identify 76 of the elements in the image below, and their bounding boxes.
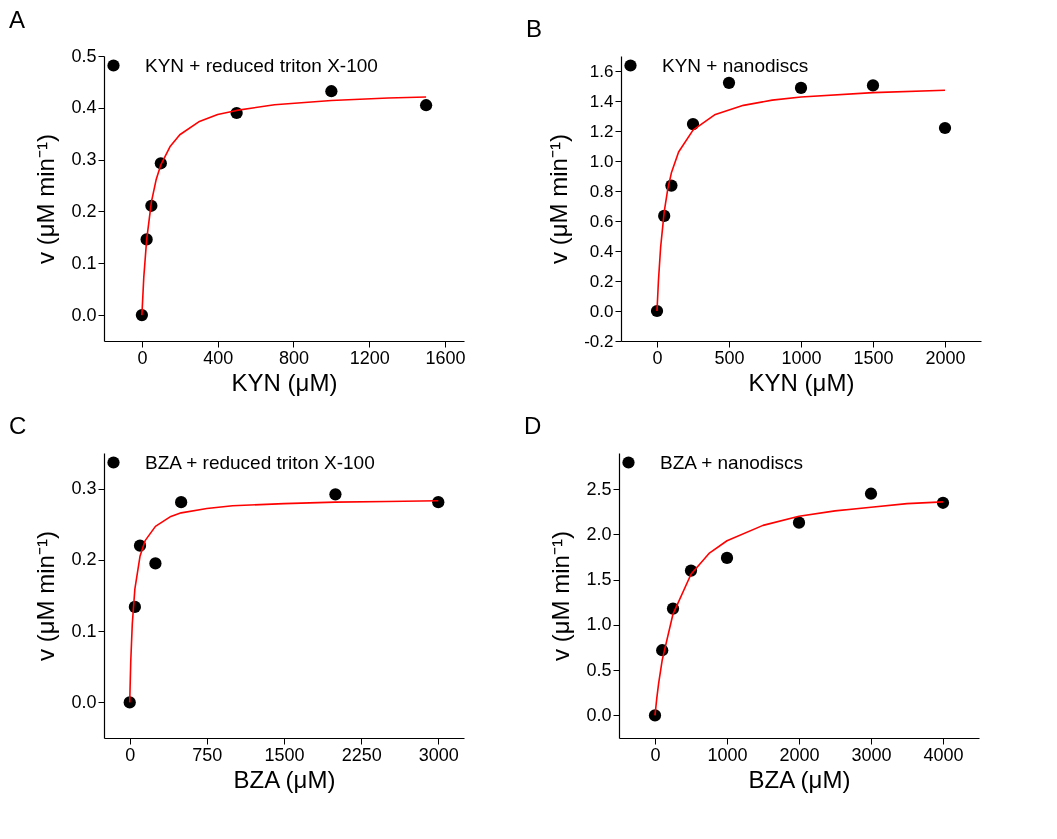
x-tick-label: 2000 <box>925 347 966 368</box>
y-tick-label: 0.0 <box>71 691 97 712</box>
y-axis-title: v (μM min⁻¹) <box>545 134 573 264</box>
y-tick-label: 0.0 <box>589 301 614 321</box>
point <box>866 79 880 92</box>
x-axis-title: KYN (μM) <box>748 368 855 396</box>
y-tick-label: 2.5 <box>586 478 612 499</box>
x-tick-label: 2250 <box>341 744 382 765</box>
y-tick-label: 1.5 <box>586 569 612 590</box>
point <box>419 99 433 112</box>
legend-label: BZA + nanodiscs <box>660 451 804 473</box>
point <box>722 76 736 89</box>
y-tick-label: 0.2 <box>71 200 97 221</box>
y-tick-label: 1.4 <box>589 91 614 111</box>
y-tick-label: 0.3 <box>71 149 97 170</box>
y-tick-label: 2.0 <box>586 523 612 544</box>
x-tick-label: 1500 <box>264 744 305 765</box>
legend-label: KYN + nanodiscs <box>662 54 809 76</box>
x-tick-label: 1500 <box>853 347 894 368</box>
point <box>432 496 445 509</box>
chart-title: D <box>524 412 542 439</box>
x-tick-label: 1600 <box>425 347 466 368</box>
y-tick-label: 0.3 <box>71 478 97 499</box>
y-tick-label: 1.0 <box>589 151 614 171</box>
y-axis-title: v (μM min⁻¹) <box>547 531 575 661</box>
point <box>938 121 952 135</box>
x-tick-label: 0 <box>125 744 136 765</box>
y-tick-label: 0.2 <box>71 549 97 570</box>
x-axis-title: BZA (μM) <box>233 765 336 793</box>
point <box>792 516 806 529</box>
y-tick-label: 0.8 <box>589 181 614 201</box>
x-tick-label: 2000 <box>779 744 820 765</box>
point <box>329 488 342 501</box>
y-tick-label: -0.2 <box>584 331 614 351</box>
chart-title: B <box>526 15 543 42</box>
legend-label: KYN + reduced triton X-100 <box>145 54 378 76</box>
x-tick-label: 400 <box>203 347 234 368</box>
point <box>794 81 808 95</box>
x-tick-label: 1000 <box>707 744 748 765</box>
y-tick-label: 0.2 <box>589 271 614 291</box>
x-tick-label: 0 <box>652 347 663 368</box>
point <box>864 487 878 500</box>
y-axis-title: v (μM min⁻¹) <box>32 531 60 661</box>
y-tick-label: 0.4 <box>71 97 97 118</box>
x-tick-label: 750 <box>192 744 223 765</box>
y-tick-label: 0.0 <box>71 304 97 325</box>
y-axis-title: v (μM min⁻¹) <box>32 134 60 264</box>
x-axis-title: KYN (μM) <box>231 368 338 396</box>
x-tick-label: 1000 <box>781 347 822 368</box>
y-tick-label: 0.0 <box>586 704 612 725</box>
y-tick-label: 0.4 <box>589 241 614 261</box>
y-tick-label: 1.2 <box>589 121 614 141</box>
y-tick-label: 1.6 <box>589 61 614 81</box>
x-tick-label: 4000 <box>923 744 964 765</box>
point <box>149 557 162 570</box>
x-tick-label: 3000 <box>851 744 892 765</box>
x-tick-label: 3000 <box>418 744 459 765</box>
y-tick-label: 0.6 <box>589 211 614 231</box>
y-tick-label: 0.1 <box>71 252 97 273</box>
x-tick-label: 0 <box>137 347 148 368</box>
x-tick-label: 800 <box>278 347 309 368</box>
chart-title: A <box>9 6 26 33</box>
y-tick-label: 1.0 <box>586 614 612 635</box>
point <box>720 551 734 565</box>
x-tick-label: 0 <box>650 744 661 765</box>
point <box>175 496 188 509</box>
y-tick-label: 0.5 <box>71 45 97 66</box>
point <box>325 85 338 98</box>
y-tick-label: 0.1 <box>71 620 97 641</box>
y-tick-label: 0.5 <box>586 659 612 680</box>
x-axis-title: BZA (μM) <box>748 765 851 793</box>
legend-label: BZA + reduced triton X-100 <box>145 451 375 473</box>
x-tick-label: 500 <box>714 347 745 368</box>
x-tick-label: 1200 <box>349 347 390 368</box>
point <box>135 308 149 322</box>
chart-title: C <box>9 412 27 439</box>
